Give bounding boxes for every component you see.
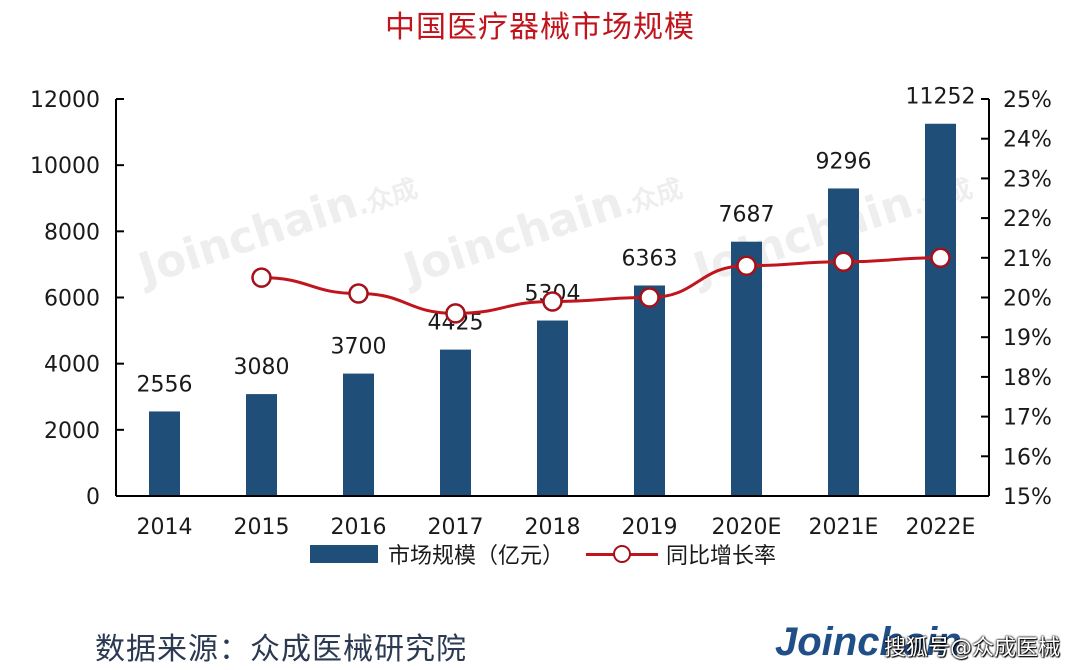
bar <box>149 411 180 496</box>
watermark-text: Joinchain.众成 <box>130 158 423 297</box>
bar-value-label: 11252 <box>906 85 976 110</box>
y2-tick-label: 22% <box>1003 207 1052 232</box>
y2-tick-label: 19% <box>1003 326 1052 351</box>
x-tick-label: 2021E <box>809 515 879 540</box>
growth-line-series <box>251 247 951 324</box>
y-tick-label: 4000 <box>44 353 100 378</box>
growth-marker <box>542 291 563 312</box>
y-tick-label: 0 <box>86 485 100 510</box>
bar-value-label: 6363 <box>622 246 678 271</box>
y-tick-label: 10000 <box>30 154 100 179</box>
bar-series <box>149 123 956 496</box>
growth-line <box>261 256 941 315</box>
y2-tick-label: 20% <box>1003 287 1052 312</box>
x-tick-label: 2017 <box>428 515 484 540</box>
x-tick-label: 2020E <box>712 515 782 540</box>
y2-tick-label: 17% <box>1003 406 1052 431</box>
y2-tick-label: 16% <box>1003 445 1052 470</box>
bar <box>440 349 471 496</box>
sohu-watermark: 搜狐号@众成医械 <box>884 636 1061 661</box>
bar <box>537 320 568 496</box>
bar <box>731 241 762 496</box>
legend-bar-label: 市场规模（亿元） <box>388 544 565 569</box>
bar-value-label: 3080 <box>234 355 290 380</box>
y2-tick-label: 18% <box>1003 366 1052 391</box>
growth-marker <box>930 247 951 269</box>
bar <box>246 394 277 496</box>
y-tick-label: 6000 <box>44 287 100 312</box>
growth-marker <box>833 251 854 273</box>
y-tick-label: 8000 <box>44 220 100 245</box>
growth-marker <box>348 283 369 304</box>
data-source-note: 数据来源：众成医械研究院 <box>95 632 467 667</box>
axes: 0 2000 4000 6000 8000 10000 12000 15% 16% 17% 18% 1… <box>30 88 1052 540</box>
legend: 市场规模（亿元） 同比增长率 <box>310 538 776 570</box>
y-tick-label: 12000 <box>30 88 100 113</box>
brand-logo: Joinchain <box>775 620 962 665</box>
x-tick-label: 2014 <box>137 515 193 540</box>
growth-marker <box>639 287 660 308</box>
x-tick-label: 2019 <box>622 515 678 540</box>
bar-value-label: 7687 <box>719 203 775 228</box>
watermark-text: Joinchain.众成 <box>395 158 688 297</box>
growth-marker <box>251 267 272 288</box>
legend-line-label: 同比增长率 <box>666 544 777 569</box>
y-tick-label: 2000 <box>44 419 100 444</box>
bar-value-label: 3700 <box>331 335 387 360</box>
y2-tick-label: 24% <box>1003 128 1052 153</box>
bar-value-labels: 2556308037004425530463637687929611252 <box>137 85 976 398</box>
growth-marker <box>736 255 757 276</box>
bar <box>634 285 665 496</box>
x-tick-label: 2022E <box>906 515 976 540</box>
bar-value-label: 2556 <box>137 372 193 397</box>
brand-text: Joinchain <box>775 620 962 664</box>
x-tick-label: 2016 <box>331 515 387 540</box>
y2-tick-label: 21% <box>1003 247 1052 272</box>
x-tick-label: 2018 <box>525 515 581 540</box>
y2-tick-label: 25% <box>1003 88 1052 113</box>
x-tick-label: 2015 <box>234 515 290 540</box>
bar <box>925 123 956 496</box>
chart-title: 中国医疗器械市场规模 <box>385 10 695 45</box>
legend-bar-swatch-icon <box>310 545 378 563</box>
bar <box>343 373 374 496</box>
y2-tick-label: 23% <box>1003 167 1052 192</box>
bar-value-label: 9296 <box>816 149 872 174</box>
bar <box>828 188 859 496</box>
growth-marker <box>445 303 466 324</box>
legend-line-marker-icon <box>586 545 659 563</box>
y2-tick-label: 15% <box>1003 485 1052 510</box>
